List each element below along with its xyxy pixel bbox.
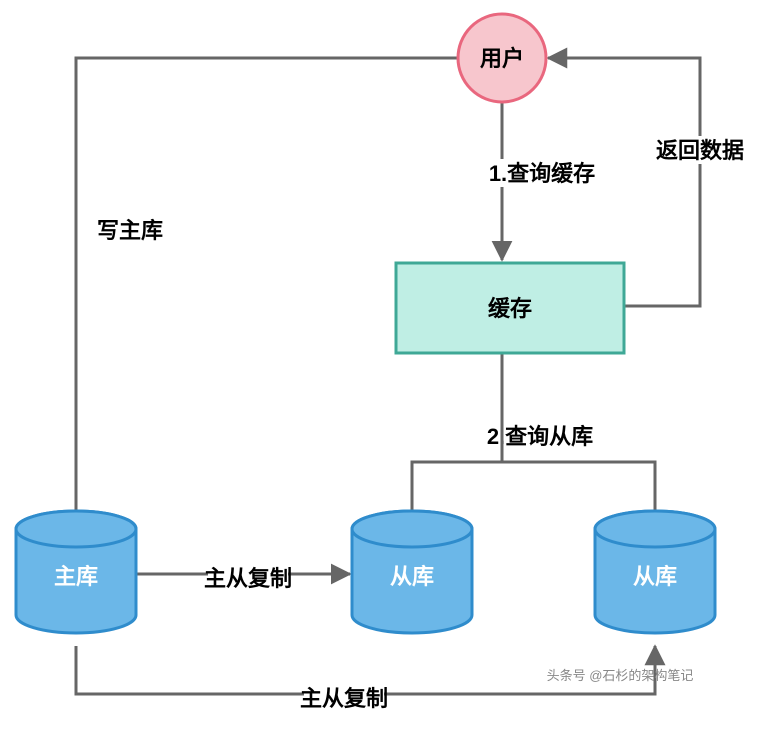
slave-db-2: 从库	[595, 511, 715, 633]
master-db: 主库	[16, 511, 136, 633]
cache-node: 缓存	[396, 263, 624, 353]
slave-db-2-label: 从库	[633, 564, 677, 589]
architecture-diagram: 写主库1.查询缓存返回数据2.查询从库主从复制主从复制用户缓存主库从库从库头条号…	[0, 0, 758, 742]
master-db-label: 主库	[54, 564, 98, 589]
edge-label-user-to-master: 写主库	[97, 218, 163, 243]
edge-label-master-to-slave1: 主从复制	[204, 566, 292, 591]
cache-label: 缓存	[488, 296, 532, 321]
edge-label-cache-to-user: 返回数据	[656, 138, 744, 163]
watermark-text: 头条号 @石杉的架构笔记	[547, 668, 694, 683]
user-node: 用户	[458, 14, 546, 102]
slave-db-1: 从库	[352, 511, 472, 633]
slave-db-1-label: 从库	[390, 564, 434, 589]
edge-label-master-to-slave2: 主从复制	[300, 686, 388, 711]
user-label: 用户	[480, 46, 524, 71]
edge-label-user-to-cache: 1.查询缓存	[489, 161, 595, 186]
